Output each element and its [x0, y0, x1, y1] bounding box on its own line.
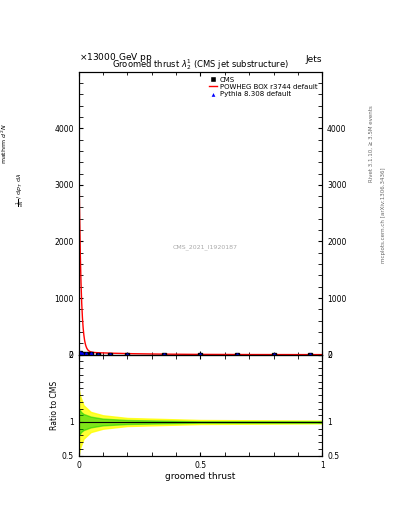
POWHEG BOX r3744 default — [88, 349, 92, 355]
Pythia 8.308 default — [235, 352, 239, 358]
Line: Pythia 8.308 default: Pythia 8.308 default — [78, 351, 312, 356]
Text: mathrm $d^2N$: mathrm $d^2N$ — [0, 123, 9, 164]
Pythia 8.308 default — [198, 352, 203, 358]
Pythia 8.308 default — [125, 352, 130, 358]
Pythia 8.308 default — [162, 352, 166, 358]
POWHEG BOX r3744 default — [320, 352, 325, 358]
CMS — [88, 351, 93, 357]
Text: mcplots.cern.ch [arXiv:1306.3436]: mcplots.cern.ch [arXiv:1306.3436] — [381, 167, 386, 263]
POWHEG BOX r3744 default — [234, 351, 239, 357]
Pythia 8.308 default — [271, 352, 276, 358]
Pythia 8.308 default — [96, 351, 101, 357]
CMS — [80, 351, 84, 357]
Text: $\times$13000 GeV pp: $\times$13000 GeV pp — [79, 51, 152, 64]
CMS — [198, 352, 203, 358]
Pythia 8.308 default — [108, 352, 113, 358]
POWHEG BOX r3744 default — [78, 236, 83, 242]
Text: $\frac{1}{\mathrm{d}N}$ / $\mathrm{d}p_T$ $\mathrm{d}\lambda$: $\frac{1}{\mathrm{d}N}$ / $\mathrm{d}p_T… — [14, 172, 26, 207]
CMS — [125, 352, 130, 358]
POWHEG BOX r3744 default — [77, 148, 81, 154]
Y-axis label: Ratio to CMS: Ratio to CMS — [50, 380, 59, 430]
Title: Groomed thrust $\lambda_2^1$ (CMS jet substructure): Groomed thrust $\lambda_2^1$ (CMS jet su… — [112, 57, 289, 72]
Text: Rivet 3.1.10, ≥ 3.5M events: Rivet 3.1.10, ≥ 3.5M events — [369, 105, 374, 182]
CMS — [84, 351, 88, 357]
Line: CMS: CMS — [78, 351, 312, 356]
Line: POWHEG BOX r3744 default: POWHEG BOX r3744 default — [79, 151, 322, 355]
Pythia 8.308 default — [88, 351, 93, 357]
CMS — [77, 350, 82, 356]
Text: CMS_2021_I1920187: CMS_2021_I1920187 — [173, 244, 238, 250]
Pythia 8.308 default — [80, 351, 84, 357]
Text: Jets: Jets — [306, 55, 322, 64]
CMS — [271, 352, 276, 358]
CMS — [235, 352, 239, 358]
POWHEG BOX r3744 default — [95, 350, 100, 356]
CMS — [308, 352, 312, 358]
X-axis label: groomed thrust: groomed thrust — [165, 472, 236, 481]
Pythia 8.308 default — [308, 352, 312, 358]
Legend: CMS, POWHEG BOX r3744 default, Pythia 8.308 default: CMS, POWHEG BOX r3744 default, Pythia 8.… — [207, 75, 319, 99]
Pythia 8.308 default — [84, 351, 88, 357]
CMS — [108, 352, 113, 358]
POWHEG BOX r3744 default — [88, 349, 93, 355]
Pythia 8.308 default — [77, 350, 82, 356]
CMS — [162, 352, 166, 358]
CMS — [96, 351, 101, 357]
POWHEG BOX r3744 default — [171, 351, 175, 357]
